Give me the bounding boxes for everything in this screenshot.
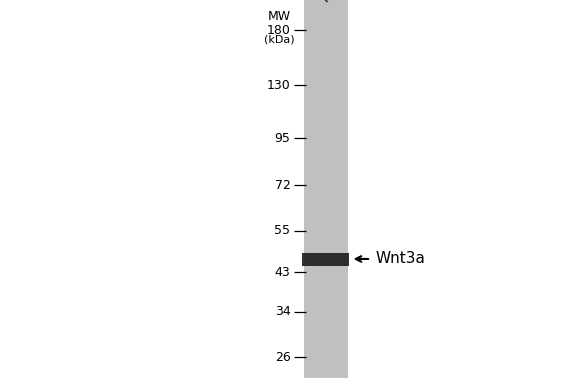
Text: 34: 34 bbox=[275, 305, 290, 318]
Text: Wnt3a: Wnt3a bbox=[376, 251, 425, 266]
Text: 180: 180 bbox=[267, 23, 290, 37]
Text: Mouse skin: Mouse skin bbox=[320, 0, 378, 5]
Text: 55: 55 bbox=[275, 224, 290, 237]
Text: MW: MW bbox=[268, 10, 291, 23]
Text: 95: 95 bbox=[275, 132, 290, 145]
Text: 43: 43 bbox=[275, 266, 290, 279]
Text: 26: 26 bbox=[275, 351, 290, 364]
Text: 130: 130 bbox=[267, 79, 290, 91]
Bar bbox=[304, 0, 348, 378]
Bar bbox=[303, 253, 349, 266]
Text: (kDa): (kDa) bbox=[264, 35, 294, 45]
Text: 72: 72 bbox=[275, 178, 290, 192]
